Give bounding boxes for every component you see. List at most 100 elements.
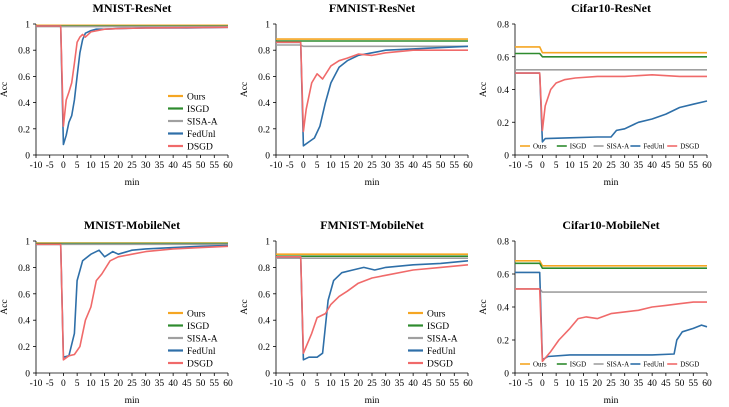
legend: Ours ISGD SISA-A FedUnl DSGD <box>168 93 218 153</box>
series-line-fedunl <box>276 41 469 147</box>
x-tick-label: 10 <box>565 379 575 389</box>
y-tick-label: 1 <box>25 238 30 248</box>
y-tick-label: 1 <box>265 21 270 31</box>
y-tick-label: 0.2 <box>497 337 509 347</box>
legend: Ours ISGD SISA-A FedUnl DSGD <box>408 310 458 370</box>
series-line-dsgd <box>276 256 469 354</box>
x-tick-label: 50 <box>675 379 685 389</box>
x-tick-label: 25 <box>127 379 137 389</box>
x-tick-label: 0 <box>61 161 66 171</box>
series-line-dsgd <box>515 288 707 363</box>
x-tick-label: 15 <box>340 379 350 389</box>
x-tick-label: 40 <box>647 161 657 171</box>
x-tick-label: -5 <box>46 161 54 171</box>
legend-label: DSGD <box>187 143 213 153</box>
x-tick-label: 60 <box>463 379 473 389</box>
legend-label: DSGD <box>427 360 453 370</box>
y-tick-label: 0 <box>25 370 30 380</box>
x-tick-label: -5 <box>286 161 294 171</box>
x-tick-label: 50 <box>196 161 206 171</box>
x-tick-label: 60 <box>702 379 712 389</box>
x-tick-label: -5 <box>46 379 54 389</box>
y-tick-label: 0 <box>504 152 509 162</box>
legend-label: Ours <box>533 143 547 151</box>
x-tick-label: 0 <box>540 379 545 389</box>
x-tick-label: 55 <box>210 379 220 389</box>
x-tick-label: 60 <box>223 379 233 389</box>
x-tick-label: 25 <box>367 379 377 389</box>
legend-label: Ours <box>533 361 547 369</box>
y-tick-label: 0.4 <box>258 317 270 327</box>
chart-title: Cifar10-ResNet <box>571 1 651 15</box>
x-tick-label: 30 <box>381 161 391 171</box>
legend-label: SISA-A <box>427 335 458 345</box>
legend-label: ISGD <box>570 361 586 369</box>
x-tick-label: 5 <box>315 161 320 171</box>
x-tick-label: 40 <box>168 379 178 389</box>
y-tick-label: 0.2 <box>18 125 30 135</box>
x-tick-label: 0 <box>61 379 66 389</box>
x-tick-label: 25 <box>127 161 137 171</box>
y-axis-label: Acc <box>479 299 489 314</box>
x-tick-label: -10 <box>270 379 283 389</box>
y-tick-label: 0.2 <box>258 343 270 353</box>
series-line-fedunl <box>515 72 708 143</box>
chart-title: MNIST-MobileNet <box>84 218 180 232</box>
x-tick-label: -10 <box>30 161 43 171</box>
series-line-ours <box>515 46 707 54</box>
y-axis-label: Acc <box>240 299 250 314</box>
y-axis-label: Acc <box>0 299 10 314</box>
y-tick-label: 0.6 <box>497 53 509 63</box>
x-tick-label: 20 <box>593 379 603 389</box>
legend-label: FedUnl <box>187 130 216 140</box>
series-line-sisa-a <box>515 288 707 293</box>
x-tick-label: 5 <box>554 161 559 171</box>
chart-title: MNIST-ResNet <box>93 1 172 15</box>
y-tick-label: 0.6 <box>497 271 509 281</box>
x-tick-label: 60 <box>702 161 712 171</box>
y-tick-label: 0 <box>265 370 270 380</box>
x-tick-label: -5 <box>525 161 533 171</box>
series-line-ours <box>515 260 707 267</box>
x-tick-label: -10 <box>270 161 283 171</box>
y-tick-label: 0 <box>504 370 509 380</box>
y-tick-label: 0.2 <box>258 125 270 135</box>
x-tick-label: 35 <box>395 379 405 389</box>
x-tick-label: 45 <box>182 161 192 171</box>
x-tick-label: 10 <box>86 379 96 389</box>
x-tick-label: 15 <box>100 161 110 171</box>
x-tick-label: -10 <box>509 379 522 389</box>
x-tick-label: 10 <box>326 161 336 171</box>
series-line-dsgd <box>276 41 468 133</box>
x-axis-label: min <box>604 396 619 406</box>
legend-label: FedUnl <box>643 143 664 151</box>
x-tick-label: 35 <box>155 161 165 171</box>
x-tick-label: 35 <box>395 161 405 171</box>
y-tick-label: 0.2 <box>18 343 30 353</box>
x-tick-label: 15 <box>579 161 589 171</box>
x-tick-label: 5 <box>75 161 80 171</box>
x-tick-label: 45 <box>422 161 432 171</box>
x-tick-label: 30 <box>141 161 151 171</box>
legend-label: FedUnl <box>427 347 456 357</box>
series-line-fedunl <box>515 271 708 361</box>
x-axis-label: min <box>125 178 140 188</box>
legend-label: ISGD <box>187 322 209 332</box>
x-tick-label: 15 <box>579 379 589 389</box>
series-line-fedunl <box>276 256 469 361</box>
y-tick-label: 1 <box>265 238 270 248</box>
x-tick-label: 45 <box>182 379 192 389</box>
y-tick-label: 0.8 <box>258 264 270 274</box>
x-tick-label: 45 <box>661 379 671 389</box>
y-tick-label: 0.2 <box>497 119 509 129</box>
x-tick-label: 55 <box>689 161 699 171</box>
x-tick-label: 55 <box>450 161 460 171</box>
x-tick-label: 55 <box>689 379 699 389</box>
x-axis-label: min <box>604 178 619 188</box>
legend: Ours ISGD SISA-A FedUnl DSGD <box>168 310 218 370</box>
legend-label: DSGD <box>680 143 699 151</box>
